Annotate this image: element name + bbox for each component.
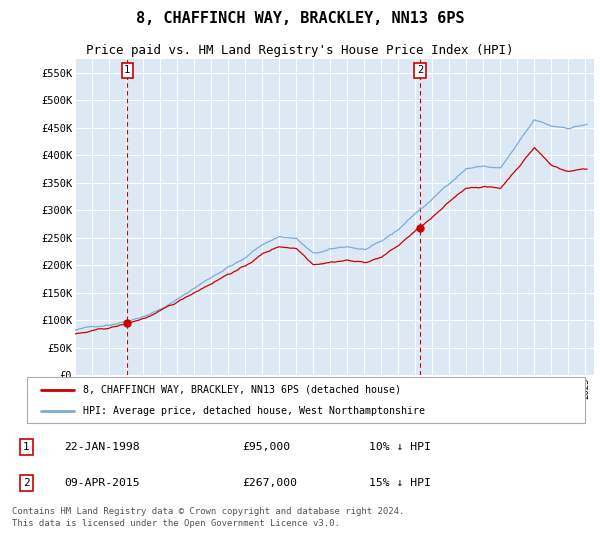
Text: 22-JAN-1998: 22-JAN-1998 (64, 442, 139, 452)
Text: Contains HM Land Registry data © Crown copyright and database right 2024.
This d: Contains HM Land Registry data © Crown c… (12, 507, 404, 528)
Text: 1: 1 (124, 66, 130, 76)
Text: 8, CHAFFINCH WAY, BRACKLEY, NN13 6PS (detached house): 8, CHAFFINCH WAY, BRACKLEY, NN13 6PS (de… (83, 385, 401, 395)
Text: 8, CHAFFINCH WAY, BRACKLEY, NN13 6PS: 8, CHAFFINCH WAY, BRACKLEY, NN13 6PS (136, 11, 464, 26)
Text: 15% ↓ HPI: 15% ↓ HPI (369, 478, 431, 488)
FancyBboxPatch shape (27, 377, 585, 423)
Text: HPI: Average price, detached house, West Northamptonshire: HPI: Average price, detached house, West… (83, 407, 425, 416)
Text: Price paid vs. HM Land Registry's House Price Index (HPI): Price paid vs. HM Land Registry's House … (86, 44, 514, 57)
Text: 1: 1 (23, 442, 30, 452)
Text: £95,000: £95,000 (242, 442, 290, 452)
Text: 10% ↓ HPI: 10% ↓ HPI (369, 442, 431, 452)
Text: £267,000: £267,000 (242, 478, 298, 488)
Text: 2: 2 (23, 478, 30, 488)
Text: 2: 2 (417, 66, 423, 76)
Text: 09-APR-2015: 09-APR-2015 (64, 478, 139, 488)
